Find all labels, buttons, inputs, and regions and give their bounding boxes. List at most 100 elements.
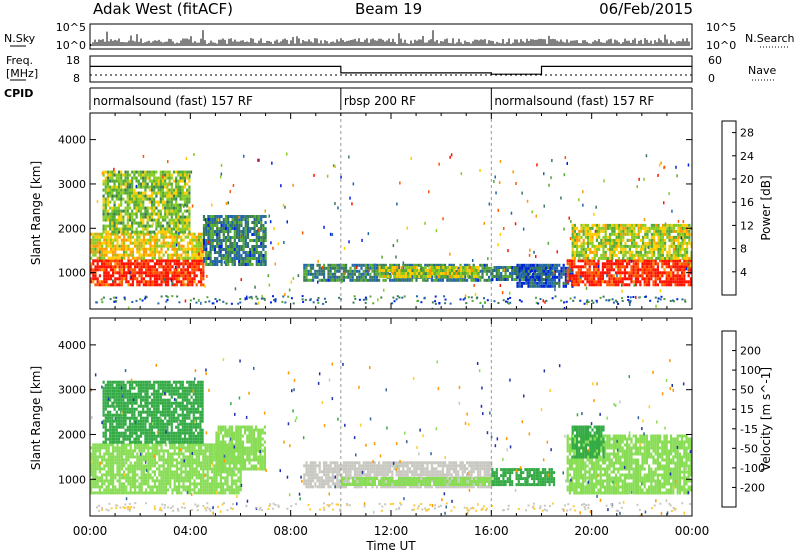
heatmap-cell bbox=[141, 271, 143, 274]
heatmap-cell bbox=[110, 268, 112, 271]
heatmap-cell bbox=[160, 485, 162, 488]
heatmap-cell bbox=[214, 257, 216, 260]
heatmap-cell bbox=[635, 262, 637, 265]
heatmap-cell bbox=[655, 245, 657, 248]
heatmap-cell bbox=[578, 280, 580, 283]
heatmap-cell bbox=[207, 233, 209, 236]
heatmap-cell bbox=[171, 177, 173, 180]
heatmap-cell bbox=[624, 224, 626, 227]
heatmap-cell bbox=[238, 224, 240, 227]
heatmap-cell bbox=[127, 225, 129, 228]
heatmap-cell bbox=[527, 285, 529, 288]
heatmap-cell bbox=[629, 254, 631, 257]
heatmap-cell bbox=[156, 259, 158, 262]
heatmap-cell bbox=[164, 180, 166, 183]
heatmap-cell bbox=[558, 276, 560, 279]
heatmap-cell bbox=[149, 277, 151, 280]
noise-cell bbox=[189, 175, 191, 178]
heatmap-cell bbox=[108, 467, 110, 470]
noise-cell bbox=[503, 227, 505, 230]
heatmap-cell bbox=[600, 242, 602, 245]
heatmap-cell bbox=[166, 183, 168, 186]
heatmap-cell bbox=[154, 470, 156, 473]
heatmap-cell bbox=[119, 236, 121, 239]
heatmap-cell bbox=[234, 248, 236, 251]
heatmap-cell bbox=[619, 268, 621, 271]
heatmap-cell bbox=[572, 227, 574, 230]
heatmap-cell bbox=[101, 467, 103, 470]
heatmap-cell bbox=[105, 443, 107, 446]
heatmap-cell bbox=[138, 204, 140, 207]
noise-cell bbox=[168, 183, 170, 186]
heatmap-cell bbox=[473, 275, 475, 278]
heatmap-cell bbox=[352, 273, 354, 276]
noise-cell bbox=[500, 284, 502, 287]
heatmap-cell bbox=[671, 230, 673, 233]
heatmap-cell bbox=[582, 280, 584, 283]
heatmap-cell bbox=[349, 267, 351, 270]
heatmap-cell bbox=[229, 221, 231, 224]
heatmap-cell bbox=[565, 285, 567, 288]
heatmap-cell bbox=[593, 274, 595, 277]
heatmap-cell bbox=[156, 443, 158, 446]
heatmap-cell bbox=[119, 265, 121, 268]
heatmap-cell bbox=[532, 282, 534, 285]
heatmap-cell bbox=[136, 242, 138, 245]
heatmap-cell bbox=[149, 485, 151, 488]
heatmap-cell bbox=[184, 228, 186, 231]
noise-cell bbox=[641, 245, 643, 248]
heatmap-cell bbox=[108, 455, 110, 458]
heatmap-cell bbox=[155, 207, 157, 210]
heatmap-cell bbox=[119, 245, 121, 248]
heatmap-cell bbox=[363, 279, 365, 282]
heatmap-cell bbox=[580, 268, 582, 271]
heatmap-cell bbox=[236, 251, 238, 254]
heatmap-cell bbox=[398, 272, 400, 275]
heatmap-cell bbox=[138, 207, 140, 210]
heatmap-cell bbox=[153, 174, 155, 177]
heatmap-cell bbox=[471, 266, 473, 269]
heatmap-cell bbox=[545, 273, 547, 276]
heatmap-cell bbox=[186, 210, 188, 213]
heatmap-cell bbox=[111, 219, 113, 222]
heatmap-cell bbox=[143, 259, 145, 262]
heatmap-cell bbox=[116, 446, 118, 449]
heatmap-cell bbox=[110, 277, 112, 280]
heatmap-cell bbox=[210, 242, 212, 245]
heatmap-cell bbox=[214, 224, 216, 227]
heatmap-cell bbox=[681, 280, 683, 283]
heatmap-cell bbox=[151, 198, 153, 201]
heatmap-cell bbox=[149, 476, 151, 479]
noise-cell bbox=[113, 297, 115, 299]
heatmap-cell bbox=[571, 280, 573, 283]
heatmap-cell bbox=[254, 221, 256, 224]
noise-cell bbox=[323, 226, 325, 229]
heatmap-cell bbox=[191, 239, 193, 242]
noise-cell bbox=[287, 296, 289, 298]
heatmap-cell bbox=[227, 227, 229, 230]
heatmap-cell bbox=[132, 470, 134, 473]
noise-cell bbox=[263, 298, 265, 300]
noise-cell bbox=[398, 297, 400, 299]
heatmap-cell bbox=[149, 207, 151, 210]
heatmap-cell bbox=[602, 251, 604, 254]
heatmap-cell bbox=[262, 239, 264, 242]
noise-cell bbox=[261, 298, 263, 300]
noise-cell bbox=[461, 172, 463, 175]
heatmap-cell bbox=[99, 239, 101, 242]
heatmap-cell bbox=[536, 285, 538, 288]
heatmap-cell bbox=[92, 274, 94, 277]
noise-cell bbox=[438, 163, 440, 166]
heatmap-cell bbox=[169, 265, 171, 268]
heatmap-cell bbox=[193, 257, 195, 260]
noise-cell bbox=[273, 227, 275, 230]
heatmap-cell bbox=[151, 216, 153, 219]
heatmap-cell bbox=[258, 257, 260, 260]
heatmap-cell bbox=[130, 242, 132, 245]
heatmap-cell bbox=[258, 251, 260, 254]
heatmap-cell bbox=[547, 276, 549, 279]
noise-cell bbox=[605, 299, 607, 301]
heatmap-cell bbox=[236, 242, 238, 245]
heatmap-cell bbox=[116, 210, 118, 213]
heatmap-cell bbox=[143, 446, 145, 449]
